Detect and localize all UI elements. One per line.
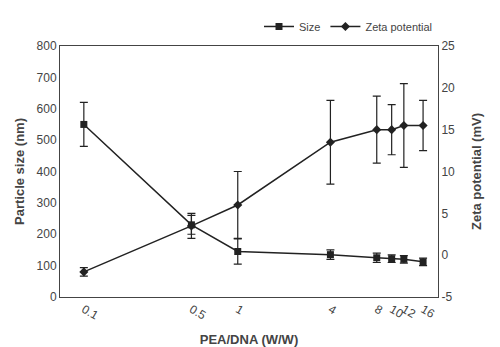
svg-text:500: 500 xyxy=(37,133,57,147)
svg-text:PEA/DNA (W/W): PEA/DNA (W/W) xyxy=(200,332,298,347)
svg-text:1: 1 xyxy=(233,302,246,318)
svg-text:0.5: 0.5 xyxy=(187,302,209,323)
svg-text:Zeta potential: Zeta potential xyxy=(365,21,432,33)
svg-text:16: 16 xyxy=(419,302,438,321)
svg-text:0.1: 0.1 xyxy=(79,302,101,323)
svg-text:25: 25 xyxy=(441,39,455,53)
svg-text:0: 0 xyxy=(441,248,448,262)
svg-text:600: 600 xyxy=(37,102,57,116)
svg-text:15: 15 xyxy=(441,123,455,137)
svg-text:12: 12 xyxy=(399,302,418,321)
svg-text:0: 0 xyxy=(50,290,57,304)
svg-text:100: 100 xyxy=(37,259,57,273)
svg-text:Particle size (nm): Particle size (nm) xyxy=(12,118,27,225)
svg-text:10: 10 xyxy=(441,165,455,179)
svg-text:200: 200 xyxy=(37,227,57,241)
svg-text:700: 700 xyxy=(37,71,57,85)
svg-text:20: 20 xyxy=(441,81,455,95)
svg-text:800: 800 xyxy=(37,39,57,53)
svg-text:300: 300 xyxy=(37,196,57,210)
svg-text:8: 8 xyxy=(372,302,385,318)
svg-text:10: 10 xyxy=(387,302,406,321)
svg-text:400: 400 xyxy=(37,165,57,179)
svg-text:4: 4 xyxy=(326,302,339,318)
svg-text:-5: -5 xyxy=(441,290,452,304)
svg-text:Zeta potential (mV): Zeta potential (mV) xyxy=(469,113,484,230)
svg-text:Size: Size xyxy=(299,21,320,33)
svg-text:5: 5 xyxy=(441,207,448,221)
